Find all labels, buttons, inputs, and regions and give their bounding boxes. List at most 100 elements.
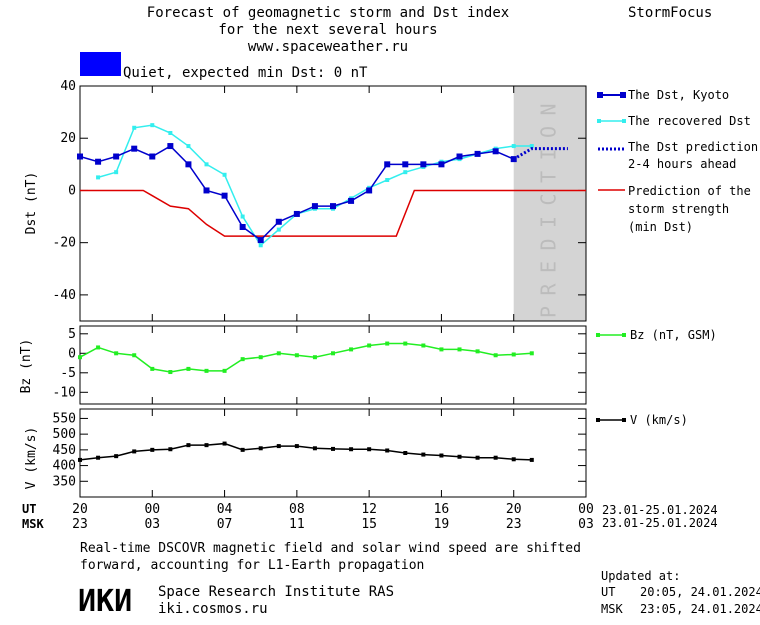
dst-recovered-point (276, 227, 281, 232)
bz-point (294, 353, 299, 358)
dst-kyoto-point (167, 143, 174, 150)
prediction-zone-letter: I (536, 216, 560, 228)
prediction-zone-letter: N (536, 103, 560, 115)
speed-point (204, 443, 209, 448)
bz-point (78, 355, 82, 360)
speed-point (385, 448, 390, 453)
dst-kyoto-point (113, 153, 120, 160)
bz-point (367, 343, 372, 348)
bz-point (240, 357, 245, 362)
bz-point (114, 351, 119, 356)
bz-line (79, 342, 532, 373)
ut-date-range: 23.01-25.01.2024 (602, 503, 718, 517)
bz-point (204, 368, 209, 373)
speed-point (222, 441, 227, 446)
bz-point (421, 343, 426, 348)
bz-point (132, 353, 137, 358)
prediction-zone (513, 86, 586, 321)
speed-point (276, 444, 281, 449)
legend-bz-label: Bz (nT, GSM) (630, 328, 717, 342)
speed-point (493, 455, 498, 460)
legend-speed-label: V (km/s) (630, 413, 688, 427)
msk-tick-label: 19 (434, 517, 450, 532)
updated-ut-time: 20:05, 24.01.2024 (640, 585, 760, 599)
dst-kyoto-point (366, 187, 373, 194)
msk-tick-label: 23 (72, 517, 88, 532)
bz-point (439, 347, 444, 352)
legend-bz: Bz (nT, GSM) (596, 328, 717, 342)
dst-kyoto-point (203, 187, 210, 194)
speed-ytick-label: 500 (53, 427, 76, 442)
dst-recovered-point (150, 123, 155, 128)
bz-point (150, 366, 155, 371)
dst-recovered-point (385, 178, 390, 182)
legend-speed: V (km/s) (596, 413, 688, 427)
dst-kyoto-point (77, 153, 83, 160)
speed-line (79, 442, 532, 461)
bz-axis-label: Bz (nT) (19, 339, 34, 394)
speed-point (132, 449, 137, 454)
msk-tick-label: 23 (506, 517, 522, 532)
dst-kyoto-point (257, 237, 264, 244)
speed-point (475, 455, 480, 460)
updated-msk-time: 23:05, 24.01.2024 (640, 602, 760, 616)
dst-ytick-label: 40 (60, 79, 76, 94)
bz-point (258, 355, 263, 360)
bz-point (529, 351, 534, 356)
speed-frame (79, 408, 587, 498)
dst-recovered-point (114, 170, 119, 175)
dst-kyoto-point (384, 161, 391, 168)
footer-note-line-1: Real-time DSCOVR magnetic field and sola… (80, 541, 581, 556)
msk-tick-label: 03 (578, 517, 594, 532)
bz-panel: 5 0 -5 -10 (53, 325, 587, 405)
speed-ytick-label: 450 (53, 443, 76, 458)
bz-point (511, 352, 516, 357)
dst-ytick-label: 0 (68, 183, 76, 198)
legend-dst-prediction: The Dst prediction 2-4 hours ahead (598, 140, 758, 171)
updated-label: Updated at: (601, 569, 680, 583)
updated-msk-label: MSK (601, 602, 623, 616)
legend-dst-kyoto-marker (597, 92, 603, 98)
bz-point (457, 347, 462, 352)
bz-point (186, 366, 191, 371)
time-axis: UT MSK 23.01-25.01.2024 23.01-25.01.2024… (22, 502, 718, 532)
legend-dst-recovered: The recovered Dst (597, 114, 751, 128)
speed-point (168, 447, 173, 452)
msk-tick-label: 11 (289, 517, 305, 532)
brand-name: StormFocus (628, 5, 712, 21)
prediction-zone-letter: R (536, 283, 560, 296)
speed-point (529, 457, 534, 462)
bz-point (96, 345, 101, 350)
speed-point (511, 457, 516, 462)
prediction-zone-letter: C (536, 193, 560, 205)
dst-kyoto-point (221, 192, 228, 199)
footer-note-line-2: forward, accounting for L1-Earth propaga… (80, 558, 424, 573)
legend-dst-kyoto: The Dst, Kyoto (597, 88, 729, 102)
speed-ytick-label: 400 (53, 459, 76, 474)
dst-kyoto-point (275, 218, 282, 225)
dst-ytick-label: -20 (53, 236, 76, 251)
dst-frame (79, 85, 587, 322)
status-text: Quiet, expected min Dst: 0 nT (123, 65, 368, 81)
speed-point (258, 446, 263, 451)
bz-ytick-label: -5 (60, 366, 76, 381)
bz-point (349, 347, 354, 352)
prediction-zone-letter: D (536, 238, 560, 250)
status-color-swatch (80, 52, 121, 76)
dst-kyoto-point (492, 148, 499, 155)
speed-axis-label: V (km/s) (24, 427, 39, 490)
legend-dst-recovered-marker (597, 119, 601, 123)
ut-tick-label: 04 (217, 502, 233, 517)
bz-point (403, 341, 408, 346)
legend-bz-marker (596, 333, 600, 337)
chart-title-url: www.spaceweather.ru (248, 39, 408, 55)
ut-tick-label: 16 (434, 502, 450, 517)
ut-row-label: UT (22, 502, 36, 516)
legend-speed-marker (622, 418, 626, 422)
bz-point (493, 353, 498, 358)
legend-storm-strength-label-line-2: storm strength (628, 202, 729, 216)
dst-ytick-label: -40 (53, 288, 76, 303)
